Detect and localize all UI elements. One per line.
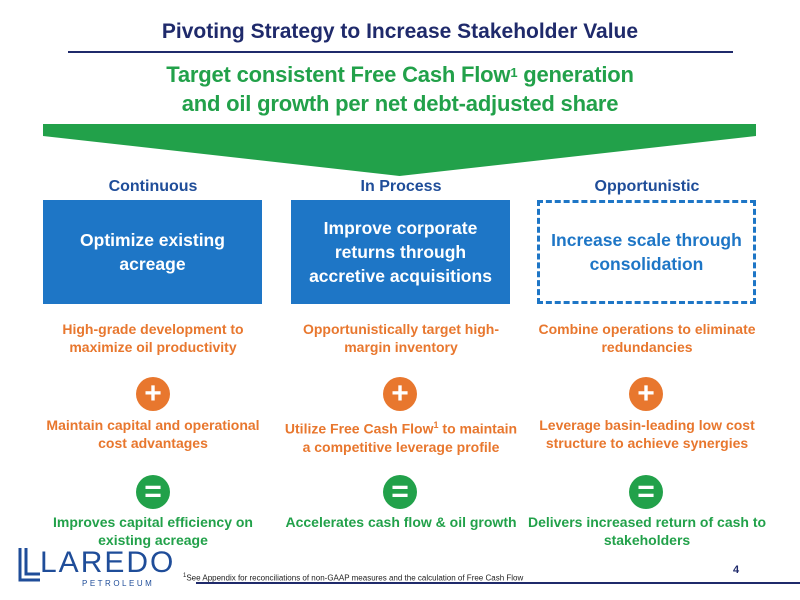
step1-in-process: Opportunistically target high-margin inv… [302,321,499,355]
equals-icon: = [136,475,170,509]
headline-line-2: and oil growth per net debt-adjusted sha… [181,91,619,116]
headline-line-1: Target consistent Free Cash Flow1 genera… [0,60,800,89]
footnote-marker: 1 [183,573,187,579]
step1-opportunistic: Combine operations to eliminate redundan… [538,321,756,355]
step2-in-process: Utilize Free Cash Flow1 to maintain a co… [282,416,520,456]
step2-in-process-tail: to maintain a competitive leverage profi… [302,420,518,455]
result-in-process: Accelerates cash flow & oil growth [285,514,517,530]
logo-wordmark: LAREDO [40,546,176,579]
headline: Target consistent Free Cash Flow1 genera… [0,60,800,118]
footnote: 1See Appendix for reconciliations of non… [183,573,523,583]
strategy-box-acquisitions: Improve corporate returns through accret… [291,200,510,304]
logo-subtitle: PETROLEUM [82,579,155,588]
plus-icon: + [383,377,417,411]
strategy-box-consolidation-text: Increase scale through consolidation [551,230,742,274]
strategy-box-optimize-text: Optimize existing acreage [80,230,225,274]
step2-continuous: Maintain capital and operational cost ad… [46,417,260,451]
slide-title: Pivoting Strategy to Increase Stakeholde… [161,20,639,43]
headline-line-1-tail: generation [517,62,634,87]
column-label-in-process: In Process [360,178,442,195]
column-label-opportunistic: Opportunistic [594,178,700,195]
result-opportunistic: Delivers increased return of cash to sta… [527,514,767,548]
page-number: 4 [733,564,740,576]
footnote-text: See Appendix for reconciliations of non-… [186,573,524,583]
step2-opportunistic: Leverage basin-leading low cost structur… [539,417,755,451]
headline-line-1-text: Target consistent Free Cash Flow [166,62,511,87]
plus-icon: + [136,377,170,411]
plus-icon: + [629,377,663,411]
footer-divider [196,582,800,584]
strategy-box-acquisitions-text: Improve corporate returns through accret… [309,218,492,286]
step2-footnote-marker: 1 [433,420,439,430]
equals-icon: = [383,475,417,509]
strategy-box-optimize: Optimize existing acreage [43,200,262,304]
title-divider [68,51,733,53]
equals-icon: = [629,475,663,509]
laredo-logo-mark-icon [18,548,40,582]
chevron-banner [43,124,756,176]
strategy-box-consolidation: Increase scale through consolidation [537,200,756,304]
result-continuous: Improves capital efficiency on existing … [53,514,253,548]
step1-continuous: High-grade development to maximize oil p… [62,321,244,355]
step2-in-process-text: Utilize Free Cash Flow [284,420,434,437]
column-label-continuous: Continuous [108,178,198,195]
headline-footnote-marker: 1 [510,65,518,80]
